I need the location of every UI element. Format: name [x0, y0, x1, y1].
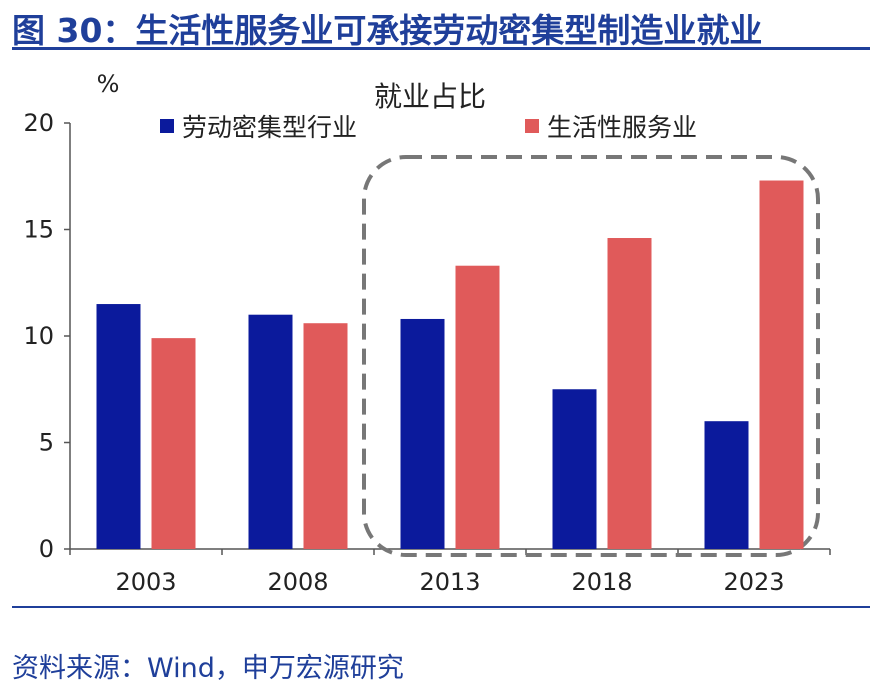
title-divider	[12, 47, 870, 50]
bar-labor-intensive-2008	[248, 314, 293, 549]
x-tick-label: 2003	[115, 568, 176, 596]
figure-title: 图 30：生活性服务业可承接劳动密集型制造业就业	[12, 11, 763, 50]
labels-layer: 0 5 10 15 20% 就业占比 2003 2008 2013 2018 2023 劳动密集型行业…	[23, 70, 784, 596]
bar-labor-intensive-2023	[704, 421, 749, 549]
y-tick-label: 10	[23, 322, 54, 350]
chart-title: 就业占比	[374, 80, 486, 113]
y-tick-label: 20	[23, 109, 54, 137]
highlight-layer	[362, 155, 820, 557]
legend-label: 生活性服务业	[547, 113, 697, 142]
bar-life-service-2003	[151, 338, 196, 549]
legend-label: 劳动密集型行业	[182, 113, 357, 142]
highlight-box	[362, 155, 820, 557]
x-tick-label: 2023	[723, 568, 784, 596]
y-axis-unit: %	[97, 70, 120, 98]
footer-divider	[12, 606, 870, 608]
bar-labor-intensive-2018	[552, 389, 597, 549]
source-note: 资料来源：Wind，申万宏源研究	[12, 653, 404, 684]
bar-chart: 0 5 10 15 20% 就业占比 2003 2008 2013 2018 2023 劳动密集型行业…	[23, 70, 831, 596]
bar-labor-intensive-2003	[96, 304, 141, 549]
y-tick-label: 15	[23, 216, 54, 244]
bars-layer	[96, 180, 804, 549]
x-tick-label: 2008	[267, 568, 328, 596]
bar-life-service-2013	[455, 265, 500, 549]
bar-life-service-2018	[607, 238, 652, 549]
y-tick-label: 0	[39, 535, 54, 563]
chart-axes	[64, 122, 831, 555]
bar-life-service-2023	[759, 180, 804, 549]
x-tick-label: 2013	[419, 568, 480, 596]
y-tick-label: 5	[39, 429, 54, 457]
x-tick-label: 2018	[571, 568, 632, 596]
bar-life-service-2008	[303, 323, 348, 549]
legend-swatch	[525, 119, 539, 133]
legend-swatch	[160, 119, 174, 133]
bar-labor-intensive-2013	[400, 318, 445, 549]
